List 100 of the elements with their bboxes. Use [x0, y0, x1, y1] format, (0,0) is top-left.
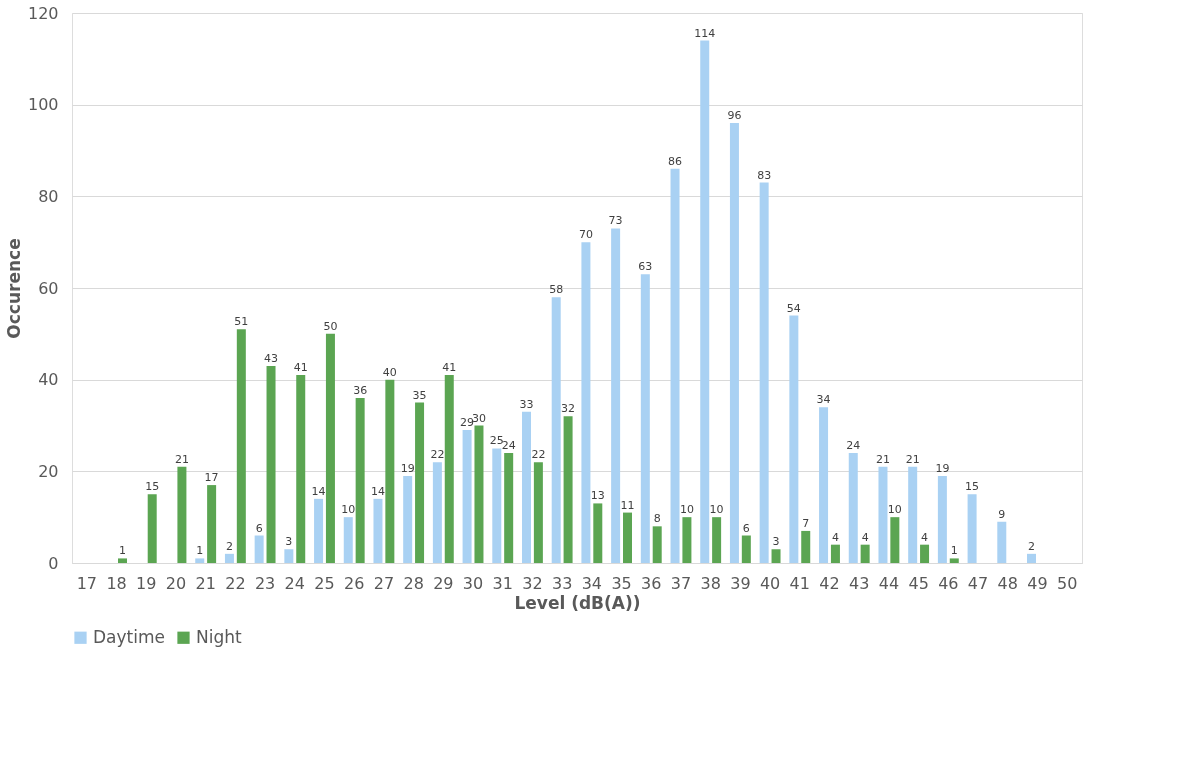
legend-label: Daytime — [93, 626, 165, 647]
data-label: 14 — [311, 484, 326, 498]
bar — [830, 544, 840, 563]
x-tick-label: 23 — [254, 573, 276, 593]
bar — [314, 498, 324, 563]
bar — [195, 558, 205, 563]
bar — [177, 466, 187, 563]
bar — [415, 402, 425, 563]
y-tick-label: 20 — [38, 461, 59, 481]
data-label: 114 — [694, 26, 716, 40]
bar — [593, 503, 603, 563]
data-label: 2 — [1028, 539, 1035, 553]
data-label: 25 — [489, 434, 504, 448]
bar — [878, 466, 888, 563]
data-label: 43 — [264, 351, 279, 365]
x-tick-label: 32 — [522, 573, 543, 593]
bar — [254, 535, 264, 563]
data-label: 1 — [196, 544, 204, 558]
data-label: 35 — [412, 388, 427, 402]
bar — [224, 553, 234, 563]
bar — [920, 544, 930, 563]
bar — [682, 517, 692, 563]
x-tick-label: 39 — [730, 573, 751, 593]
data-label: 54 — [786, 301, 801, 315]
x-tick-label: 21 — [195, 573, 216, 593]
data-label: 3 — [285, 535, 293, 549]
bar — [373, 498, 383, 563]
data-label: 1 — [119, 544, 126, 558]
bar — [325, 333, 335, 563]
data-label: 21 — [174, 452, 189, 466]
bar — [848, 453, 858, 563]
bar — [432, 462, 442, 563]
x-tick-label: 44 — [878, 573, 900, 593]
y-tick-label: 100 — [27, 95, 59, 115]
data-label: 15 — [145, 480, 160, 494]
x-tick-label: 36 — [641, 573, 662, 593]
data-label: 4 — [831, 530, 839, 544]
bar — [890, 517, 900, 563]
data-label: 22 — [531, 448, 546, 462]
data-label: 1 — [950, 544, 958, 558]
bar — [533, 462, 543, 563]
bar — [729, 123, 739, 563]
x-tick-label: 24 — [284, 573, 305, 593]
data-label: 9 — [998, 507, 1006, 521]
data-label: 73 — [608, 214, 623, 228]
data-label: 96 — [727, 109, 742, 122]
data-label: 19 — [935, 461, 950, 475]
x-tick-label: 43 — [849, 573, 870, 593]
x-tick-label: 30 — [462, 573, 484, 593]
y-tick-label: 0 — [48, 553, 59, 573]
data-label: 6 — [742, 521, 750, 535]
data-label: 24 — [846, 439, 861, 452]
y-axis-title: Occurence — [3, 238, 24, 339]
data-label: 63 — [638, 260, 653, 274]
x-tick-label: 38 — [700, 573, 721, 593]
bar — [444, 375, 454, 563]
x-tick-label: 50 — [1056, 573, 1078, 593]
data-label: 15 — [965, 480, 980, 494]
data-label: 10 — [887, 503, 902, 517]
data-label: 33 — [519, 397, 534, 411]
bar — [284, 549, 294, 563]
data-label: 22 — [430, 448, 445, 462]
bar — [997, 521, 1007, 563]
bar — [1027, 553, 1036, 563]
bar — [700, 40, 710, 563]
x-tick-label: 46 — [938, 573, 959, 593]
data-label: 6 — [255, 521, 263, 535]
data-label: 83 — [757, 168, 772, 182]
x-tick-label: 26 — [344, 573, 365, 593]
y-tick-label: 60 — [38, 278, 59, 298]
bar — [504, 453, 514, 563]
bar — [385, 379, 395, 563]
x-tick-label: 27 — [373, 573, 395, 593]
x-tick-label: 22 — [225, 573, 246, 593]
x-tick-label: 47 — [967, 573, 989, 593]
legend-label: Night — [196, 626, 243, 647]
data-label: 14 — [370, 484, 385, 498]
x-tick-label: 28 — [403, 573, 424, 593]
bar — [640, 274, 650, 563]
data-label: 3 — [772, 535, 780, 549]
data-label: 8 — [653, 512, 661, 526]
bar — [343, 517, 353, 563]
bar — [759, 182, 769, 563]
bar — [860, 544, 870, 563]
x-tick-label: 45 — [908, 573, 929, 593]
x-axis-title: Level (dB(A)) — [514, 592, 641, 613]
data-label: 21 — [905, 452, 920, 466]
x-tick-label: 41 — [789, 573, 810, 593]
bar — [949, 558, 959, 563]
data-label: 4 — [861, 530, 869, 544]
bar — [266, 365, 276, 563]
bar — [147, 494, 157, 563]
data-label: 70 — [578, 228, 593, 242]
data-label: 50 — [323, 319, 338, 333]
data-label: 29 — [460, 416, 475, 430]
data-label: 19 — [400, 461, 415, 475]
bar — [563, 416, 573, 563]
data-label: 10 — [341, 503, 356, 517]
bar — [492, 448, 502, 563]
bar — [908, 466, 918, 563]
